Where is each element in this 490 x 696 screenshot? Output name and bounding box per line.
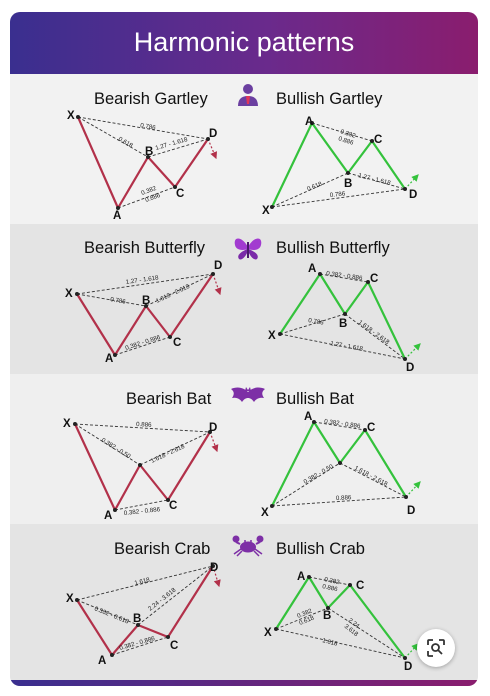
- bearish-crab-diagram: X A B C D 1.618 0.382 - 0.618 2.24 - 3.6…: [66, 562, 221, 667]
- crab-section: Bearish Crab Bullish Crab X A B C D 1.61: [66, 535, 419, 673]
- point-a-label: A: [98, 655, 106, 667]
- point-a-label: A: [297, 571, 305, 583]
- ratio-label: 1.27 - 1.618: [155, 136, 189, 152]
- point-x-label: X: [261, 507, 269, 519]
- bat-section: Bearish Bat Bullish Bat X A C D 0.886 0.…: [63, 387, 421, 522]
- point-d-label: D: [409, 189, 417, 201]
- bullish-butterfly-diagram: X A B C D 0.382 - 0.886 0.786 1.618 - 2.…: [268, 263, 421, 374]
- ratio-label: 1.618 - 2.618: [150, 443, 187, 465]
- ratio-label: 1.27 - 1.618: [330, 340, 364, 353]
- header-banner: Harmonic patterns: [10, 12, 478, 74]
- ratio-label: 0.786: [329, 190, 346, 199]
- point-c-label: C: [169, 500, 177, 512]
- ratio-label: 1.27 - 1.618: [358, 172, 392, 187]
- bullish-crab-diagram: X A B C D 0.382 0.886 0.382 0.618 2.24 3…: [264, 571, 419, 673]
- bearish-bat-title: Bearish Bat: [126, 390, 212, 408]
- bullish-butterfly-title: Bullish Butterfly: [276, 239, 390, 257]
- bullish-gartley-title: Bullish Gartley: [276, 90, 383, 108]
- point-b-label: B: [145, 146, 153, 158]
- page-title: Harmonic patterns: [133, 27, 355, 57]
- ratio-label: 0.886: [337, 135, 354, 147]
- point-d-label: D: [210, 562, 218, 574]
- point-a-label: A: [304, 411, 312, 423]
- point-x-label: X: [268, 330, 276, 342]
- bat-icon: [231, 387, 265, 402]
- bullish-bat-title: Bullish Bat: [276, 390, 354, 408]
- ratio-label: 0.382 - 0.886: [123, 506, 161, 517]
- bottom-accent-bar: [10, 680, 478, 686]
- businessman-icon: [238, 84, 258, 106]
- crab-icon: [232, 535, 264, 557]
- point-d-label: D: [404, 661, 412, 673]
- ratio-label: 1.618 - 2.618: [155, 283, 192, 305]
- ratio-label: 1.618 - 2.618: [353, 465, 389, 489]
- ratio-label: 1.618: [322, 637, 339, 648]
- ratio-label: 2.24 - 3.618: [147, 586, 178, 612]
- ratio-label: 0.786: [110, 296, 127, 306]
- bearish-crab-title: Bearish Crab: [114, 540, 210, 558]
- bullish-gartley-diagram: X A B C D 0.382 0.886 0.618 1.27 - 1.618…: [262, 116, 419, 217]
- point-c-label: C: [176, 188, 184, 200]
- point-c-label: C: [370, 273, 378, 285]
- ratio-label: 0.382 - 0.886: [124, 334, 161, 352]
- ratio-label: 1.618 - 2.618: [357, 319, 391, 346]
- ratio-label: 0.382 - 0.886: [326, 270, 364, 282]
- point-d-label: D: [209, 422, 217, 434]
- point-c-label: C: [374, 134, 382, 146]
- point-a-label: A: [104, 510, 112, 522]
- bearish-bat-diagram: X A C D 0.886 0.382 - 0.50 1.618 - 2.618…: [63, 418, 219, 522]
- ratio-label: 0.886: [136, 421, 152, 429]
- point-b-label: B: [344, 178, 352, 190]
- ratio-label: 0.382 - 0.50: [303, 463, 336, 486]
- bearish-butterfly-title: Bearish Butterfly: [84, 239, 206, 257]
- ratio-label: 0.382 - 0.50: [100, 437, 132, 461]
- point-d-label: D: [209, 128, 217, 140]
- butterfly-section: Bearish Butterfly Bullish Butterfly X A …: [65, 238, 421, 374]
- lens-search-button[interactable]: [417, 629, 455, 667]
- ratio-label: 0.886: [322, 583, 339, 593]
- bearish-butterfly-diagram: X A B C D 1.27 - 1.618 0.786 1.618 - 2.6…: [65, 260, 222, 365]
- bullish-bat-diagram: X A C D 0.382 - 0.886 0.382 - 0.50 1.618…: [261, 411, 421, 519]
- point-x-label: X: [65, 288, 73, 300]
- point-c-label: C: [173, 337, 181, 349]
- lens-search-icon: [427, 639, 445, 657]
- ratio-label: 0.786: [308, 317, 325, 327]
- point-x-label: X: [66, 593, 74, 605]
- point-d-label: D: [214, 260, 222, 272]
- bullish-crab-title: Bullish Crab: [276, 540, 365, 558]
- ratio-label: 0.382 - 0.618: [93, 605, 130, 625]
- point-b-label: B: [323, 610, 331, 622]
- ratio-label: 0.382: [339, 128, 356, 140]
- point-d-label: D: [407, 505, 415, 517]
- point-x-label: X: [63, 418, 71, 430]
- point-a-label: A: [308, 263, 316, 275]
- ratio-label: 0.382: [324, 576, 341, 586]
- point-x-label: X: [262, 205, 270, 217]
- point-x-label: X: [264, 627, 272, 639]
- point-x-label: X: [67, 110, 75, 122]
- ratio-label: 0.886: [336, 494, 352, 502]
- point-a-label: A: [105, 353, 113, 365]
- point-b-label: B: [142, 295, 150, 307]
- point-b-label: B: [133, 613, 141, 625]
- ratio-label: 0.382 - 0.886: [324, 418, 362, 430]
- point-a-label: A: [305, 116, 313, 128]
- ratio-label: 1.27 - 1.618: [125, 274, 159, 286]
- bearish-gartley-title: Bearish Gartley: [94, 90, 208, 108]
- ratio-label: 0.618: [306, 180, 323, 192]
- point-c-label: C: [356, 580, 364, 592]
- point-d-label: D: [406, 362, 414, 374]
- point-a-label: A: [113, 210, 121, 222]
- ratio-label: 1.618: [134, 576, 151, 587]
- ratio-label: 0.786: [140, 122, 157, 132]
- gartley-section: Bearish Gartley Bullish Gartley X A B C …: [67, 84, 419, 222]
- butterfly-icon: [234, 238, 262, 260]
- point-c-label: C: [170, 640, 178, 652]
- point-b-label: B: [339, 318, 347, 330]
- point-c-label: C: [367, 422, 375, 434]
- bearish-gartley-diagram: X A B C D 0.786 0.618 1.27 - 1.618 0.382…: [67, 110, 217, 222]
- ratio-label: 0.382 - 0.886: [119, 635, 157, 652]
